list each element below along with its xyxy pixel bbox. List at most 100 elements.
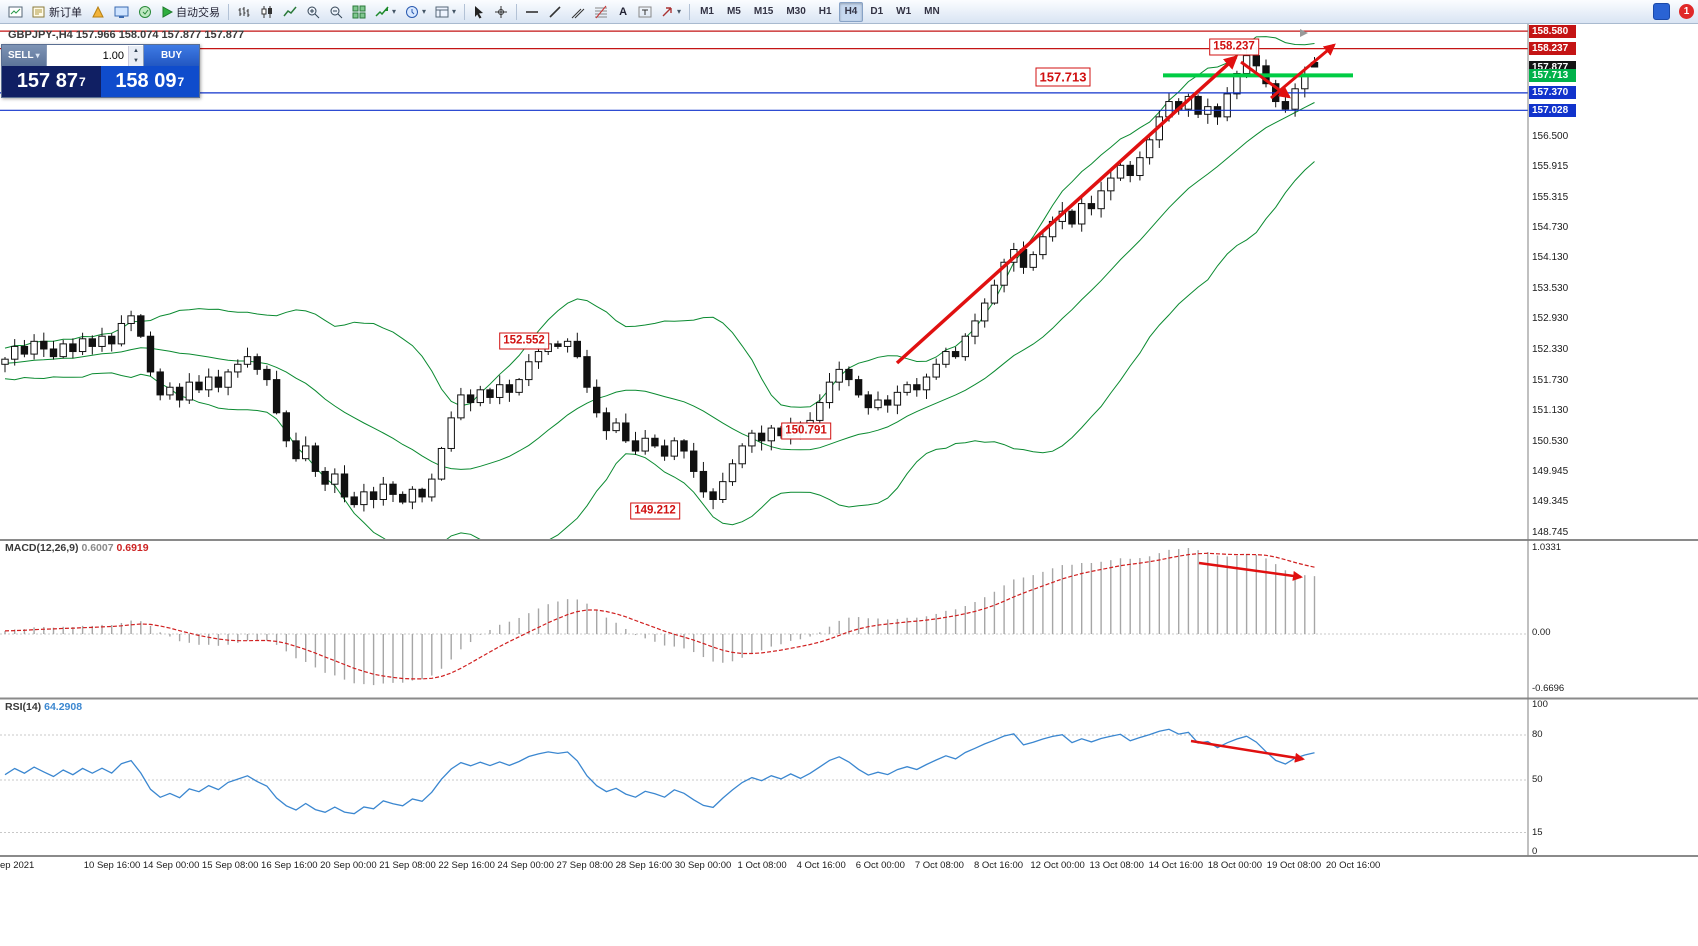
crosshair-icon[interactable] [490, 2, 512, 22]
time-axis-tick[interactable]: 4 Oct 16:00 [796, 860, 846, 871]
timeframe-m15-button[interactable]: M15 [748, 2, 779, 22]
price-callout[interactable]: 158.237 [1209, 38, 1259, 56]
auto-trading-button[interactable]: 自动交易 [157, 2, 224, 22]
trendline-tool-icon[interactable] [544, 2, 566, 22]
price-callout[interactable]: 157.713 [1035, 67, 1091, 87]
sell-mode-dropdown[interactable]: SELL ▾ [2, 45, 46, 66]
timeframe-m30-button[interactable]: M30 [780, 2, 811, 22]
price-axis-tick[interactable]: 151.730 [1532, 374, 1569, 386]
time-axis-tick[interactable]: 20 Oct 16:00 [1325, 860, 1381, 871]
time-axis-tick[interactable]: 14 Oct 16:00 [1148, 860, 1203, 871]
trend-arrow[interactable] [895, 55, 1239, 365]
channel-tool-icon[interactable] [567, 2, 589, 22]
chart-window-icon[interactable] [4, 2, 27, 22]
time-axis-tick[interactable]: 8 Oct 16:00 [973, 860, 1024, 871]
app-shortcut-icon[interactable] [1649, 2, 1674, 22]
buy-mode-button[interactable]: BUY [144, 45, 199, 66]
macd-signal-line [4, 552, 1315, 680]
market-watch-icon[interactable] [110, 2, 133, 22]
fibonacci-tool-icon[interactable] [590, 2, 612, 22]
timeframe-d1-button[interactable]: D1 [864, 2, 889, 22]
price-axis-tick[interactable]: 151.130 [1532, 405, 1569, 417]
zoom-in-icon[interactable] [302, 2, 324, 22]
time-axis-tick[interactable]: 27 Sep 08:00 [556, 860, 614, 871]
trend-arrow[interactable] [1270, 43, 1336, 100]
time-axis-tick[interactable]: 19 Oct 08:00 [1266, 860, 1322, 871]
price-axis-tick[interactable]: 152.930 [1532, 313, 1569, 325]
volume-increase-button[interactable]: ▲ [129, 45, 143, 56]
time-axis-tick[interactable]: 7 Oct 08:00 [914, 860, 964, 871]
timeframe-h4-button[interactable]: H4 [838, 1, 864, 22]
time-axis-tick[interactable]: 12 Oct 00:00 [1030, 860, 1085, 871]
time-axis-tick[interactable]: 10 Sep 16:00 [83, 860, 141, 871]
macd-signal-value: 0.6919 [116, 542, 149, 554]
sell-price-button[interactable]: 157 87 7 [2, 66, 101, 97]
price-axis-tick[interactable]: 154.730 [1532, 221, 1569, 233]
time-axis-tick[interactable]: 21 Sep 08:00 [379, 860, 436, 871]
templates-caret-icon: ▾ [452, 6, 457, 16]
timeframe-m1-button[interactable]: M1 [694, 2, 720, 22]
price-axis-tick[interactable]: 156.500 [1532, 131, 1569, 143]
timeframe-m5-button[interactable]: M5 [721, 2, 747, 22]
templates-icon[interactable]: ▾ [431, 2, 460, 22]
volume-decrease-button[interactable]: ▼ [129, 55, 143, 66]
price-axis-tick[interactable]: 155.315 [1532, 191, 1569, 203]
notification-badge[interactable]: 1 [1679, 4, 1694, 19]
time-axis-tick[interactable]: 24 Sep 00:00 [497, 860, 554, 871]
time-axis-tick[interactable]: 1 Oct 08:00 [737, 860, 787, 871]
text-tool-icon[interactable]: A [613, 2, 633, 22]
rsi-line [4, 728, 1315, 815]
hline-tool-icon[interactable] [521, 2, 543, 22]
zoom-out-icon[interactable] [325, 2, 347, 22]
periods-clock-icon[interactable]: ▾ [401, 2, 430, 22]
volume-input[interactable] [46, 48, 128, 63]
navigator-icon[interactable] [134, 2, 156, 22]
time-axis-tick[interactable]: 30 Sep 00:00 [674, 860, 732, 871]
rsi-axis-tick: 100 [1532, 699, 1548, 710]
time-axis-tick[interactable]: 22 Sep 16:00 [438, 860, 495, 871]
price-axis-tick[interactable]: 155.915 [1532, 161, 1569, 173]
price-axis-tick[interactable]: 149.945 [1532, 465, 1569, 477]
price-axis-tick[interactable]: 154.130 [1532, 252, 1569, 264]
time-axis-tick[interactable]: 20 Sep 00:00 [320, 860, 377, 871]
timeframe-mn-button[interactable]: MN [918, 2, 946, 22]
charts-icon[interactable] [87, 2, 109, 22]
price-axis-tick[interactable]: 152.330 [1532, 344, 1569, 355]
timeframe-w1-button[interactable]: W1 [890, 2, 917, 22]
buy-price-button[interactable]: 158 09 7 [100, 66, 199, 97]
timeframe-h1-button[interactable]: H1 [813, 2, 838, 22]
time-axis-tick[interactable]: Sep 2021 [0, 860, 35, 871]
time-axis-tick[interactable]: 14 Sep 00:00 [142, 860, 200, 871]
trend-arrow[interactable] [1198, 561, 1303, 581]
time-axis-tick[interactable]: 13 Oct 08:00 [1089, 860, 1144, 871]
price-axis-tick[interactable]: 153.530 [1532, 282, 1569, 294]
time-axis-tick[interactable]: 6 Oct 00:00 [855, 860, 905, 871]
label-tool-icon[interactable] [634, 2, 656, 22]
tile-windows-icon[interactable] [348, 2, 370, 22]
indicators-icon[interactable]: ▾ [371, 2, 400, 22]
time-axis-tick[interactable]: 28 Sep 16:00 [615, 860, 673, 871]
price-axis-tick[interactable]: 148.745 [1532, 526, 1569, 538]
symbol-period-label: GBPJPY-,H4 [8, 29, 73, 41]
macd-main-value: 0.6007 [81, 542, 114, 554]
price-callout[interactable]: 150.791 [781, 422, 831, 440]
time-axis-tick[interactable]: 16 Sep 16:00 [261, 860, 318, 871]
arrows-tool-icon[interactable]: ▾ [657, 2, 685, 22]
trend-arrow[interactable] [1190, 739, 1305, 763]
price-axis-tick[interactable]: 150.530 [1532, 435, 1569, 447]
candlestick-chart-icon[interactable] [256, 2, 278, 22]
rsi-indicator-label: RSI(14) 64.2908 [5, 701, 83, 713]
price-axis-flag: 157.028 [1529, 103, 1576, 117]
line-chart-icon[interactable] [279, 2, 301, 22]
time-axis-tick[interactable]: 15 Sep 08:00 [201, 860, 259, 871]
price-callout[interactable]: 152.552 [499, 332, 549, 350]
price-axis-tick[interactable]: 149.345 [1532, 496, 1569, 508]
time-axis-tick[interactable]: 18 Oct 00:00 [1207, 860, 1263, 871]
price-callout[interactable]: 149.212 [630, 502, 680, 520]
bar-chart-icon[interactable] [233, 2, 255, 22]
cursor-icon[interactable] [469, 2, 489, 22]
new-order-button[interactable]: 新订单 [28, 2, 86, 22]
